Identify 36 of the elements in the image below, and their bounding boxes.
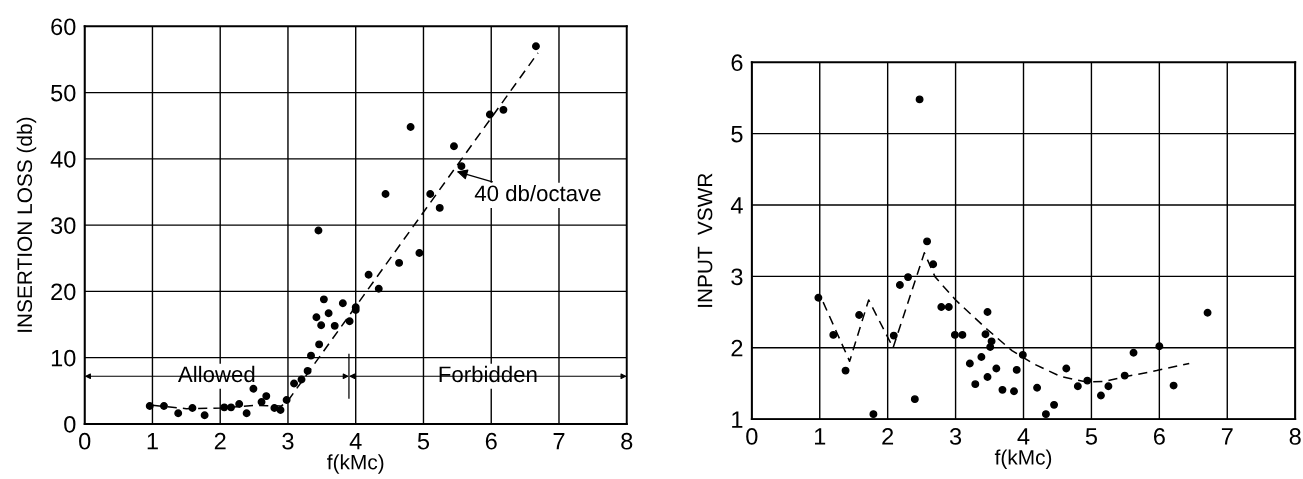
y-tick-label: 4 bbox=[730, 197, 743, 214]
y-tick-label: 0 bbox=[64, 415, 76, 433]
x-tick-label: 5 bbox=[417, 433, 430, 450]
y-tick-label: 3 bbox=[731, 268, 743, 286]
x-tick-label: 7 bbox=[1221, 428, 1233, 445]
y-tick-label: 60 bbox=[51, 18, 76, 36]
x-tick-label: 1 bbox=[147, 433, 158, 450]
x-tick-label: 3 bbox=[282, 432, 294, 450]
x-tick-label: 8 bbox=[1289, 428, 1301, 445]
y-tick-label: 50 bbox=[51, 84, 76, 102]
x-tick-label: 0 bbox=[79, 432, 91, 450]
x-tick-label: 2 bbox=[882, 428, 894, 445]
x-tick-label: 7 bbox=[553, 433, 565, 450]
x-tick-label: 8 bbox=[621, 432, 633, 450]
x-tick-label: 5 bbox=[1085, 428, 1097, 445]
y-tick-label: 30 bbox=[51, 217, 76, 234]
x-tick-label: 4 bbox=[1017, 428, 1030, 445]
y-tick-label: 40 bbox=[50, 150, 76, 168]
x-axis-title: f(kMc) bbox=[994, 449, 1052, 469]
y-tick-label: 5 bbox=[731, 125, 743, 143]
x-tick-label: 0 bbox=[746, 428, 758, 445]
x-tick-label: 2 bbox=[214, 432, 226, 450]
y-tick-label: 2 bbox=[731, 339, 743, 357]
annotation: 40 db/octave bbox=[474, 184, 601, 202]
x-tick-label: 6 bbox=[485, 432, 497, 450]
x-tick-label: 3 bbox=[949, 428, 962, 445]
y-axis-title: INSERTION LOSS (db) bbox=[16, 117, 37, 332]
y-tick-label: 10 bbox=[51, 349, 76, 367]
x-axis-title: f(kMc) bbox=[327, 454, 384, 474]
x-tick-label: 6 bbox=[1153, 428, 1165, 445]
x-tick-label: 1 bbox=[814, 428, 826, 445]
y-axis-title: INPUT VSWR bbox=[697, 173, 713, 307]
y-tick-label: 6 bbox=[731, 54, 743, 72]
x-tick-label: 4 bbox=[349, 433, 362, 450]
y-tick-label: 20 bbox=[51, 283, 76, 301]
y-tick-label: 1 bbox=[732, 411, 743, 428]
